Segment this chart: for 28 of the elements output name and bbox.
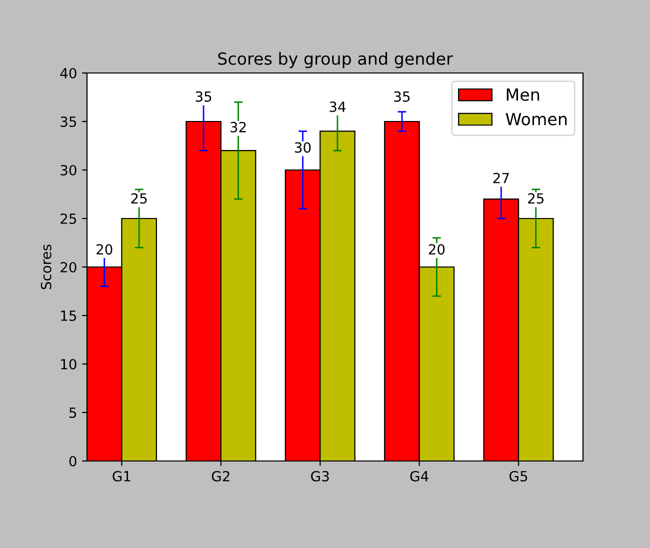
x-tick-label: G1	[112, 470, 130, 482]
data-label: 30	[294, 142, 311, 153]
x-tick-label: G4	[410, 470, 428, 482]
data-label: 32	[230, 122, 246, 132]
y-tick-label: 25	[60, 213, 76, 224]
y-tick-label: 35	[60, 116, 76, 127]
data-label: 25	[131, 193, 147, 204]
y-tick-label: 40	[60, 68, 76, 78]
data-label: 27	[493, 172, 509, 184]
data-label: 25	[528, 193, 544, 204]
data-label: 35	[196, 91, 212, 102]
data-label: 20	[428, 244, 445, 255]
y-axis-title: Scores	[40, 244, 52, 290]
x-tick-label: G2	[212, 470, 230, 482]
x-tick-label: G3	[311, 470, 329, 482]
data-label: 35	[394, 91, 410, 102]
x-tick-label: G5	[510, 470, 528, 482]
data-label: 20	[96, 244, 112, 255]
data-label: 34	[330, 102, 346, 112]
y-tick-label: 20	[60, 262, 76, 272]
chart-title: Scores by group and gender	[218, 52, 453, 68]
y-tick-label: 30	[60, 164, 76, 176]
legend-label: Women	[506, 112, 567, 126]
y-tick-label: 0	[69, 456, 76, 466]
y-tick-label: 5	[70, 408, 76, 418]
y-tick-label: 15	[61, 310, 76, 321]
legend-label: Men	[506, 88, 540, 101]
y-tick-label: 10	[61, 358, 76, 370]
